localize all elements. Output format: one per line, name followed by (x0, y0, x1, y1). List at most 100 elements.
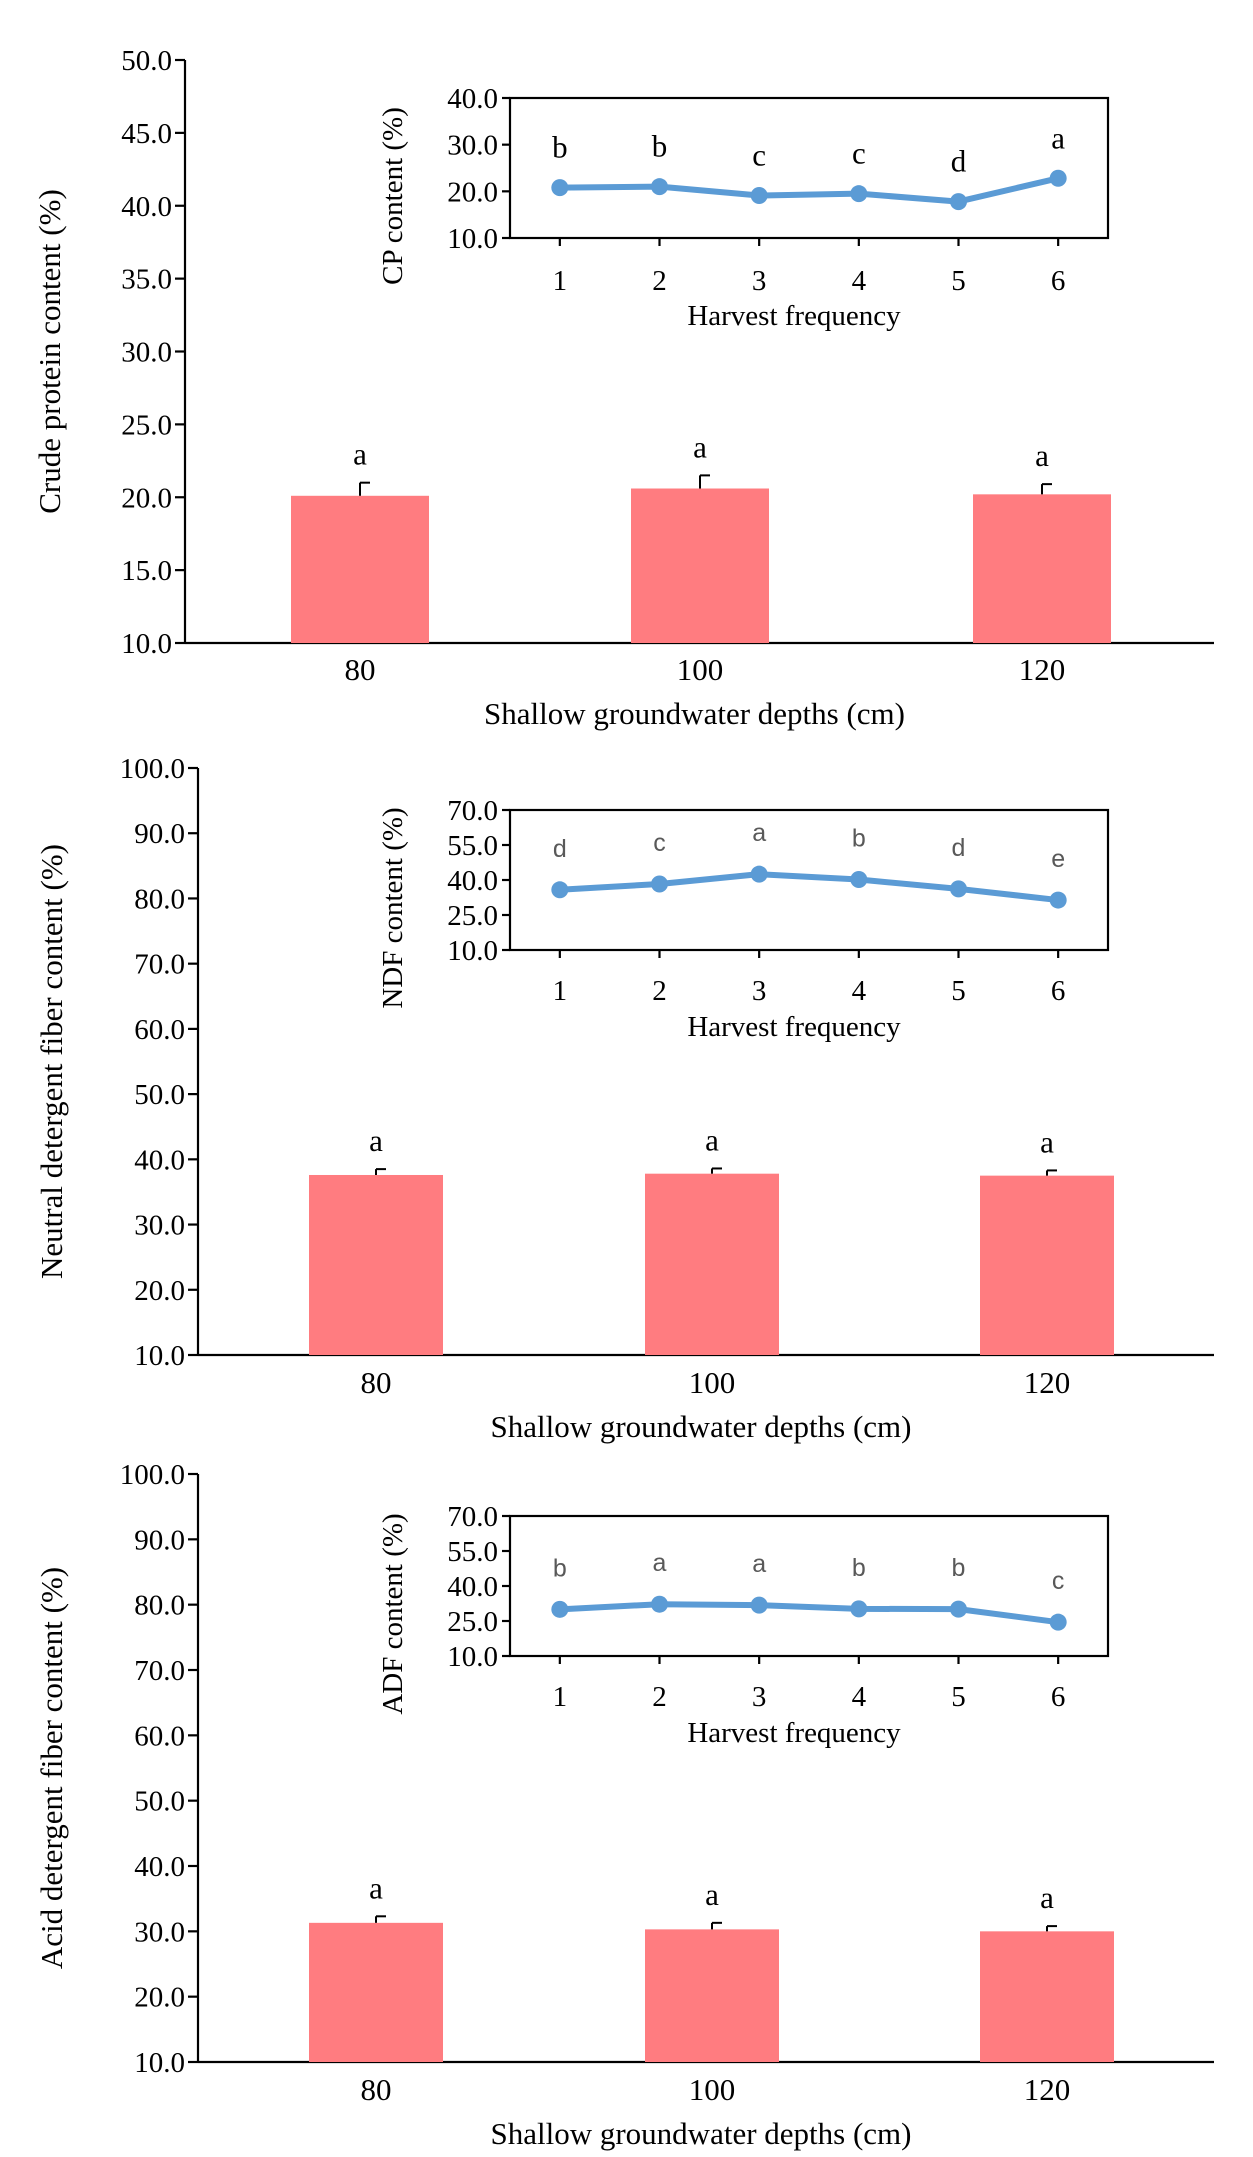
inset-x-tick-label: 5 (951, 975, 966, 1007)
inset-x-tick-label: 5 (951, 265, 966, 297)
inset-significance-letter: a (1051, 120, 1065, 155)
inset-y-tick-label: 40.0 (447, 83, 498, 115)
inset-x-tick-label: 4 (852, 265, 867, 297)
inset-data-point (1049, 169, 1067, 187)
inset-data-point (551, 1600, 569, 1618)
inset-x-tick-label: 6 (1051, 265, 1066, 297)
inset-x-tick-label: 3 (752, 1681, 767, 1713)
significance-letter: a (369, 1870, 383, 1905)
y-tick-label: 20.0 (121, 482, 172, 514)
inset-x-tick-label: 4 (852, 975, 867, 1007)
chart-panel-adf: 10.0 20.0 30.0 40.0 50.0 60.0 70.0 80.0 90.0 100.… (34, 1459, 1214, 2151)
inset-y-tick-label: 25.0 (447, 1606, 498, 1638)
inset-data-point (750, 187, 768, 205)
inset-x-tick-label: 5 (951, 1681, 966, 1713)
inset-y-axis-label: CP content (%) (377, 107, 409, 285)
x-tick-label: 100 (689, 2072, 736, 2107)
inset-significance-letter: d (951, 144, 967, 179)
y-tick-label: 15.0 (121, 555, 172, 587)
bar-depth-120 (980, 1175, 1114, 1355)
inset-y-tick-label: 10.0 (447, 1641, 498, 1673)
inset-x-tick-label: 2 (652, 265, 667, 297)
inset-data-point (750, 865, 768, 883)
significance-letter: a (353, 437, 367, 472)
inset-data-point (850, 185, 868, 203)
bar-depth-80 (309, 1174, 443, 1355)
inset-plot-frame (508, 96, 1110, 240)
inset-plot-frame (508, 808, 1110, 952)
y-tick-label: 100.0 (120, 1459, 185, 1491)
y-tick-label: 80.0 (134, 1590, 185, 1622)
inset-y-tick-label: 70.0 (447, 795, 498, 827)
y-tick-label: 90.0 (134, 818, 185, 850)
bar-depth-80 (291, 495, 429, 643)
bar-depth-100 (645, 1173, 779, 1355)
inset-x-axis-label: Harvest frequency (687, 1011, 901, 1043)
inset-y-tick-label: 30.0 (447, 130, 498, 162)
inset-y-axis-label: ADF content (%) (377, 1513, 409, 1714)
y-tick-label: 25.0 (121, 409, 172, 441)
x-tick-label: 100 (689, 1365, 736, 1400)
inset-x-axis-label: Harvest frequency (687, 1717, 901, 1749)
inset-data-point (950, 880, 967, 898)
inset-data-point (551, 881, 569, 899)
significance-letter: a (693, 429, 707, 464)
y-tick-label: 10.0 (134, 1340, 185, 1372)
inset-significance-letter: c (752, 138, 766, 173)
inset-data-point (950, 1600, 967, 1618)
inset-significance-letter: b (553, 1554, 567, 1582)
y-tick-label: 10.0 (121, 628, 172, 660)
inset-data-point (651, 178, 668, 196)
bar-depth-80 (309, 1922, 443, 2062)
inset-series-line (556, 871, 1062, 904)
inset-significance-letter: d (952, 834, 966, 862)
inset-significance-letter: c (852, 136, 866, 171)
x-tick-label: 120 (1024, 1365, 1071, 1400)
inset-significance-letter: b (652, 129, 668, 164)
y-axis-label: Crude protein content (%) (32, 189, 67, 514)
y-tick-label: 70.0 (134, 949, 185, 981)
inset-series-line (556, 1601, 1062, 1626)
x-tick-label: 100 (677, 652, 724, 687)
inset-significance-letter: a (752, 1550, 766, 1578)
x-axis-label: Shallow groundwater depths (cm) (491, 1409, 912, 1444)
inset-data-point (850, 871, 868, 889)
inset-significance-letter: b (552, 130, 568, 165)
inset-x-tick-label: 6 (1051, 1681, 1066, 1713)
y-axis-label: Acid detergent fiber content (%) (34, 1567, 69, 1969)
y-tick-label: 30.0 (134, 1916, 185, 1948)
y-tick-label: 35.0 (121, 264, 172, 296)
inset-x-tick-label: 1 (553, 265, 568, 297)
inset-y-tick-label: 10.0 (447, 935, 498, 967)
inset-significance-letter: c (653, 829, 666, 857)
inset-y-tick-label: 20.0 (447, 176, 498, 208)
inset-data-point (1049, 1613, 1067, 1631)
x-tick-label: 80 (361, 2072, 392, 2107)
inset-x-tick-label: 6 (1051, 975, 1066, 1007)
inset-data-point (551, 179, 569, 197)
y-tick-label: 10.0 (134, 2047, 185, 2079)
x-tick-label: 120 (1024, 2072, 1071, 2107)
inset-x-tick-label: 3 (752, 975, 767, 1007)
inset-x-tick-label: 1 (553, 1681, 568, 1713)
inset-x-axis-label: Harvest frequency (687, 300, 901, 332)
inset-plot-frame (508, 1514, 1110, 1658)
inset-data-point (950, 193, 967, 211)
chart-panel-crude-protein: 10.0 15.0 20.0 25.0 30.0 35.0 40.0 45.0 50.0 Crud… (32, 45, 1214, 731)
inset-chart: 10.0 20.0 30.0 40.0 CP content (%) 1 b 2 b 3 c 4 c 5 d… (377, 83, 1110, 332)
inset-data-point (750, 1596, 768, 1614)
significance-letter: a (705, 1877, 719, 1912)
y-tick-label: 70.0 (134, 1655, 185, 1687)
inset-data-point (651, 875, 668, 893)
inset-significance-letter: c (1052, 1567, 1065, 1595)
inset-x-tick-label: 3 (752, 265, 767, 297)
y-tick-label: 90.0 (134, 1524, 185, 1556)
inset-significance-letter: d (553, 835, 567, 863)
y-tick-label: 20.0 (134, 1982, 185, 2014)
bar-depth-100 (645, 1929, 779, 2062)
inset-x-tick-label: 4 (852, 1681, 867, 1713)
inset-data-point (850, 1600, 868, 1618)
inset-x-tick-label: 2 (652, 1681, 667, 1713)
significance-letter: a (369, 1123, 383, 1158)
